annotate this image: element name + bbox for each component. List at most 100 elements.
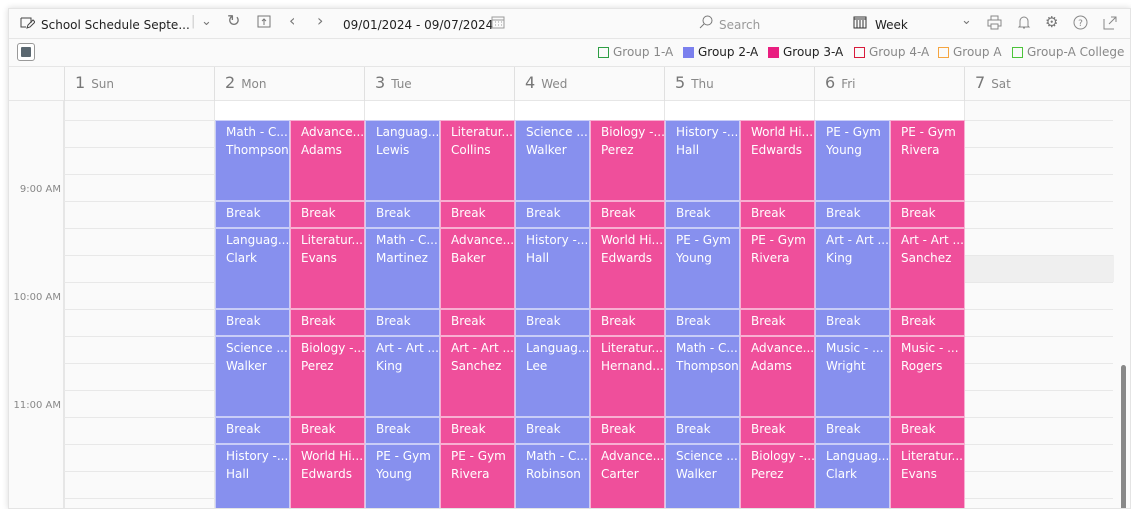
class-event[interactable]: Advance... Carter [590,444,665,508]
break-event[interactable]: Break [590,309,665,336]
class-event[interactable]: Science ... Walker [215,336,290,417]
class-event[interactable]: World Hi... Edwards [590,228,665,309]
class-event[interactable]: Science ... Walker [515,120,590,201]
legend-item[interactable]: Group 2-A [683,45,758,59]
calendar-icon[interactable] [491,15,505,29]
class-event[interactable]: Science ... Walker [665,444,740,508]
break-event[interactable]: Break [665,417,740,444]
break-event[interactable]: Break [665,309,740,336]
previous-icon[interactable]: ‹ [289,11,296,30]
break-event[interactable]: Break [590,201,665,228]
break-event[interactable]: Break [890,417,965,444]
class-event[interactable]: PE - Gym Young [365,444,440,508]
break-event[interactable]: Break [365,201,440,228]
edit-icon[interactable] [19,15,35,31]
select-all-checkbox[interactable] [17,43,35,61]
break-event[interactable]: Break [215,309,290,336]
view-dropdown-icon[interactable]: ⌄ [961,13,972,28]
class-event[interactable]: Art - Art ... King [365,336,440,417]
class-event[interactable]: History -... Hall [215,444,290,508]
chevron-down-icon[interactable]: ⌄ [201,14,212,29]
day-header-sat[interactable]: 7 Sat [964,67,1114,101]
break-event[interactable]: Break [215,201,290,228]
popout-icon[interactable] [1103,15,1118,30]
class-event[interactable]: Math - C... Thompson [665,336,740,417]
day-header-fri[interactable]: 6 Fri [814,67,964,101]
class-event[interactable]: Advance... Adams [290,120,365,201]
day-header-thu[interactable]: 5 Thu [664,67,814,101]
break-event[interactable]: Break [590,417,665,444]
legend-item[interactable]: Group 3-A [768,45,843,59]
class-event[interactable]: PE - Gym Rivera [740,228,815,309]
break-event[interactable]: Break [740,309,815,336]
class-event[interactable]: Art - Art ... Sanchez [440,336,515,417]
break-event[interactable]: Break [815,417,890,444]
break-event[interactable]: Break [890,309,965,336]
class-event[interactable]: Biology -... Perez [290,336,365,417]
legend-item[interactable]: Group-A College [1012,45,1124,59]
day-header-tue[interactable]: 3 Tue [364,67,514,101]
class-event[interactable]: Math - C... Martinez [365,228,440,309]
class-event[interactable]: Biology -... Perez [740,444,815,508]
print-icon[interactable] [987,15,1002,30]
class-event[interactable]: PE - Gym Young [815,120,890,201]
break-event[interactable]: Break [515,309,590,336]
class-event[interactable]: Math - C... Robinson [515,444,590,508]
class-event[interactable]: PE - Gym Rivera [440,444,515,508]
break-event[interactable]: Break [740,201,815,228]
class-event[interactable]: Languag... Clark [815,444,890,508]
break-event[interactable]: Break [665,201,740,228]
legend-item[interactable]: Group A [938,45,1002,59]
break-event[interactable]: Break [365,309,440,336]
legend-item[interactable]: Group 4-A [854,45,929,59]
day-header-sun[interactable]: 1 Sun [64,67,214,101]
break-event[interactable]: Break [290,201,365,228]
break-event[interactable]: Break [290,309,365,336]
class-event[interactable]: Art - Art ... King [815,228,890,309]
class-event[interactable]: Literatur... Collins [440,120,515,201]
class-event[interactable]: History -... Hall [665,120,740,201]
break-event[interactable]: Break [815,201,890,228]
class-event[interactable]: Languag... Lee [515,336,590,417]
highlighted-slot[interactable] [965,255,1114,282]
class-event[interactable]: History -... Hall [515,228,590,309]
class-event[interactable]: PE - Gym Rivera [890,120,965,201]
search-input[interactable]: Search [719,18,761,32]
break-event[interactable]: Break [515,201,590,228]
class-event[interactable]: Literatur... Evans [890,444,965,508]
break-event[interactable]: Break [740,417,815,444]
day-column-sat[interactable] [964,101,1114,508]
legend-item[interactable]: Group 1-A [598,45,673,59]
break-event[interactable]: Break [440,201,515,228]
vertical-scrollbar[interactable] [1121,365,1126,508]
class-event[interactable]: PE - Gym Young [665,228,740,309]
class-event[interactable]: World Hi... Edwards [290,444,365,508]
break-event[interactable]: Break [890,201,965,228]
class-event[interactable]: World Hi... Edwards [740,120,815,201]
class-event[interactable]: Languag... Lewis [365,120,440,201]
break-event[interactable]: Break [215,417,290,444]
gear-icon[interactable]: ⚙ [1045,13,1059,31]
today-icon[interactable] [257,14,271,28]
help-icon[interactable]: ? [1073,15,1088,30]
class-event[interactable]: Art - Art ... Sanchez [890,228,965,309]
search-icon[interactable] [699,15,713,29]
class-event[interactable]: Advance... Baker [440,228,515,309]
class-event[interactable]: Advance... Adams [740,336,815,417]
view-select[interactable]: Week [875,18,908,32]
day-column-mon[interactable] [214,101,364,508]
class-event[interactable]: Biology -... Perez [590,120,665,201]
break-event[interactable]: Break [815,309,890,336]
class-event[interactable]: Languag... Clark [215,228,290,309]
class-event[interactable]: Literatur... Hernand... [590,336,665,417]
day-header-wed[interactable]: 4 Wed [514,67,664,101]
class-event[interactable]: Literatur... Evans [290,228,365,309]
bell-icon[interactable] [1017,15,1031,30]
break-event[interactable]: Break [365,417,440,444]
day-header-mon[interactable]: 2 Mon [214,67,364,101]
day-column-sun[interactable] [64,101,214,508]
class-event[interactable]: Music - ... Rogers [890,336,965,417]
class-event[interactable]: Music - ... Wright [815,336,890,417]
break-event[interactable]: Break [290,417,365,444]
